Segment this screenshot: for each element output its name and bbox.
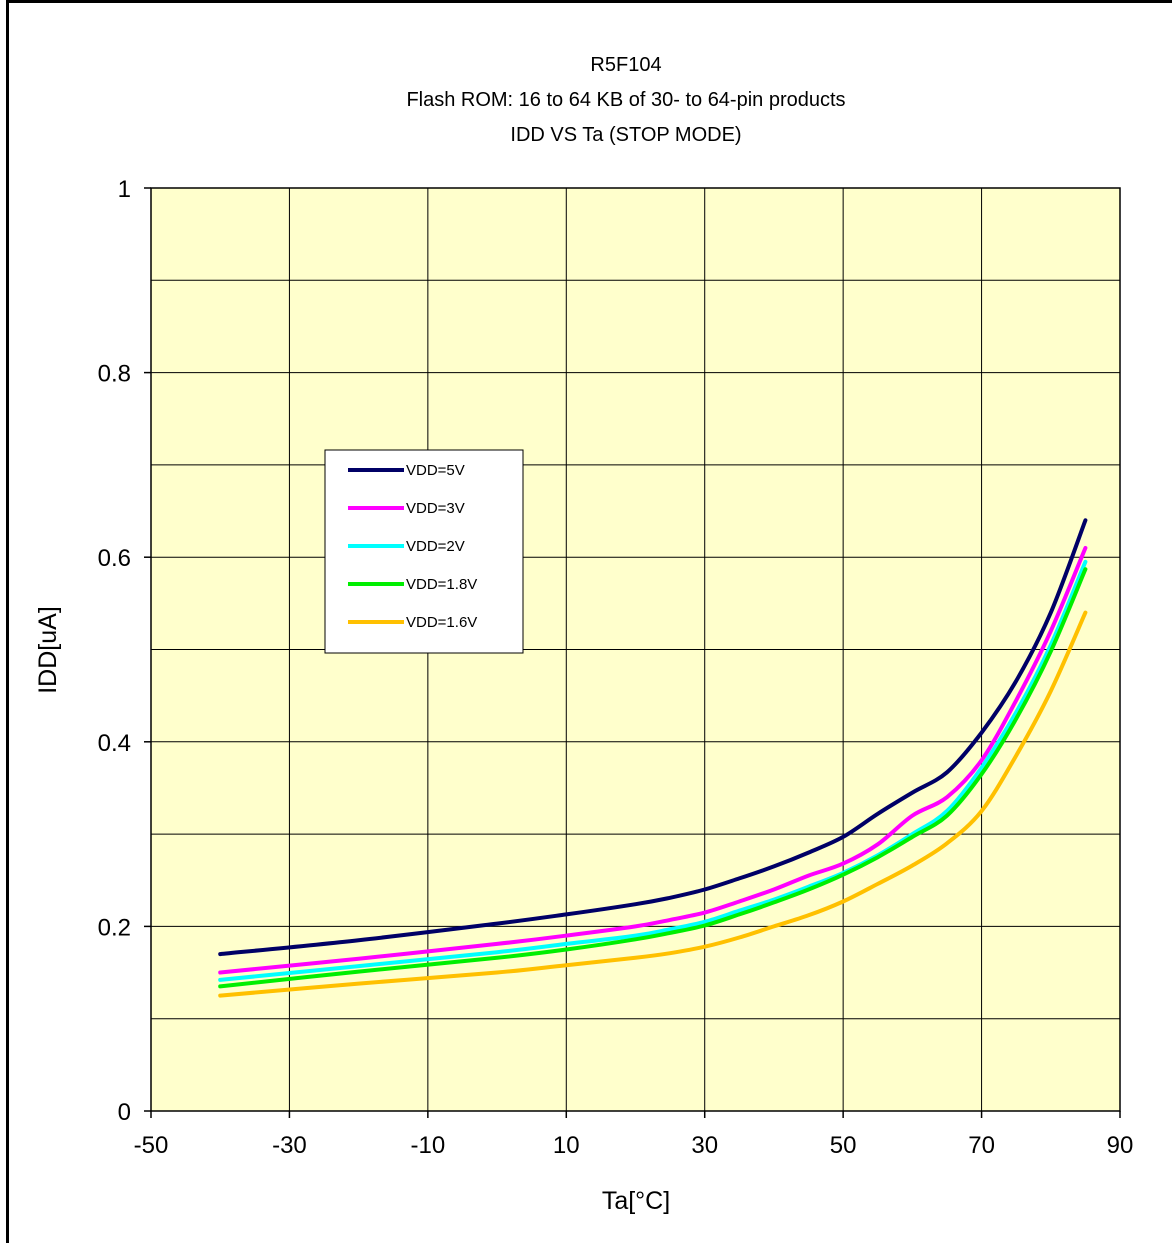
legend-label-1: VDD=3V xyxy=(406,500,465,517)
x-tick-label-5: 50 xyxy=(830,1132,857,1159)
chart-title: R5F104 Flash ROM: 16 to 64 KB of 30- to … xyxy=(406,54,845,146)
x-tick-label-1: -30 xyxy=(272,1132,307,1159)
x-axis-label: Ta[°C] xyxy=(602,1187,670,1215)
series-line-4 xyxy=(218,610,1088,998)
x-axis-ticks: -50 -30 -10 10 30 50 70 90 xyxy=(134,1111,1134,1159)
y-tick-label-4: 0.8 xyxy=(98,361,131,388)
legend-label-4: VDD=1.6V xyxy=(406,614,477,631)
y-tick-label-2: 0.4 xyxy=(98,730,131,757)
x-tick-label-4: 30 xyxy=(691,1132,718,1159)
x-tick-label-0: -50 xyxy=(134,1132,169,1159)
legend: VDD=5V VDD=3V VDD=2V VDD=1.8V VDD=1.6V xyxy=(324,449,524,654)
series-line-0 xyxy=(218,518,1088,957)
y-axis-ticks: 0 0.2 0.4 0.6 0.8 1 xyxy=(98,176,151,1126)
y-tick-label-5: 1 xyxy=(118,176,131,203)
plot-border xyxy=(150,187,1121,1112)
x-tick-label-7: 90 xyxy=(1107,1132,1134,1159)
chart-title-line-3: IDD VS Ta (STOP MODE) xyxy=(510,124,741,146)
y-axis-label: IDD[uA] xyxy=(34,606,62,694)
x-tick-label-2: -10 xyxy=(411,1132,446,1159)
x-tick-label-3: 10 xyxy=(553,1132,580,1159)
y-tick-label-0: 0 xyxy=(118,1099,131,1126)
chart-title-line-2: Flash ROM: 16 to 64 KB of 30- to 64-pin … xyxy=(406,89,845,111)
x-tick-label-6: 70 xyxy=(968,1132,995,1159)
y-tick-label-1: 0.2 xyxy=(98,914,131,941)
series-line-2 xyxy=(218,559,1088,982)
legend-label-2: VDD=2V xyxy=(406,538,465,555)
series-line-3 xyxy=(218,567,1088,989)
chart-title-line-1: R5F104 xyxy=(590,54,661,76)
legend-label-0: VDD=5V xyxy=(406,462,465,479)
legend-label-3: VDD=1.8V xyxy=(406,576,477,593)
y-tick-label-3: 0.6 xyxy=(98,545,131,572)
series-lines xyxy=(218,518,1088,998)
series-line-1 xyxy=(218,546,1088,975)
chart-frame xyxy=(6,0,1172,1243)
legend-box xyxy=(324,449,524,654)
